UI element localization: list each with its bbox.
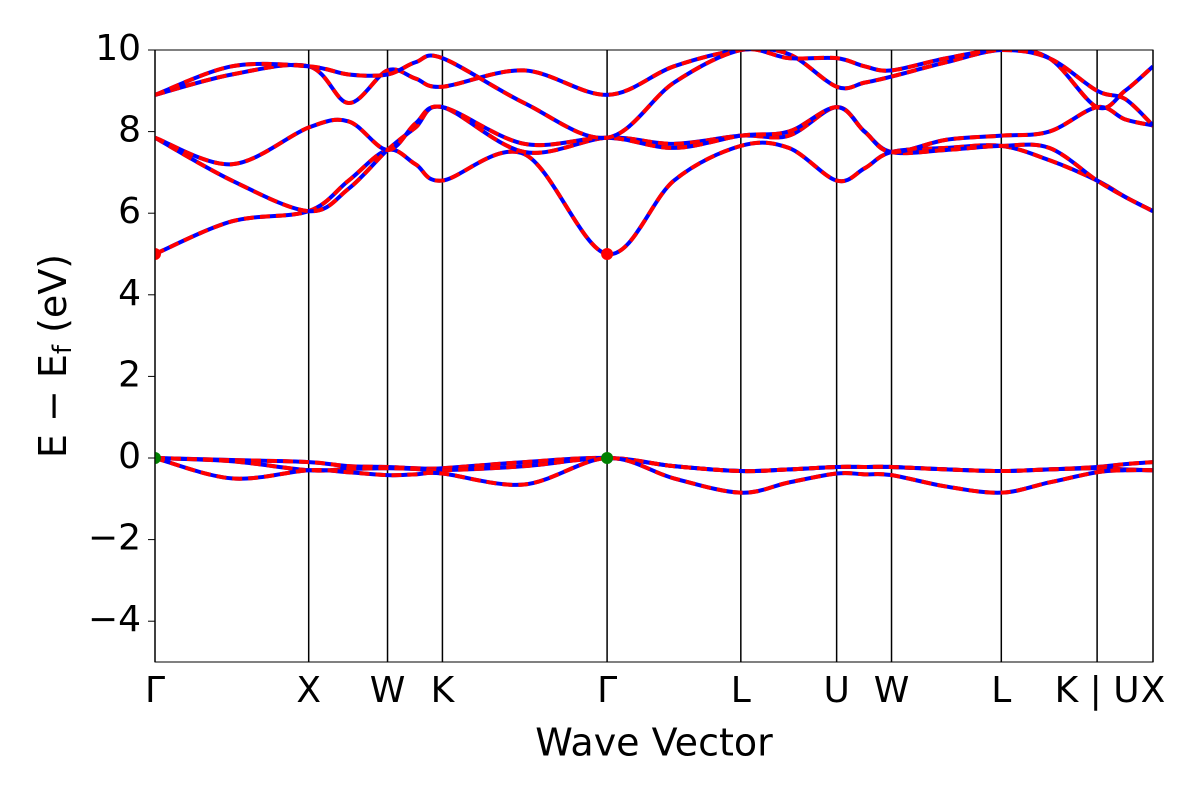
band-line-dashed: [155, 104, 1153, 167]
y-label-unit: (eV): [31, 254, 75, 345]
x-tick-label: W: [370, 670, 406, 711]
extremum-marker: [601, 248, 614, 260]
y-tick-label: −4: [88, 599, 141, 640]
band-line: [155, 140, 1153, 257]
band-line-dashed: [155, 50, 1153, 111]
y-label-sub: f: [48, 344, 78, 354]
plot-frame: [154, 49, 1154, 663]
x-tick-label: U: [823, 670, 849, 711]
x-tick-label: W: [874, 670, 910, 711]
y-axis-label: E − Ef (eV): [31, 254, 78, 458]
x-tick-label: X: [1141, 670, 1166, 711]
y-label-main: E − E: [31, 354, 75, 458]
x-tick-label: K | U: [1055, 670, 1140, 711]
x-tick-label: Γ: [597, 670, 617, 711]
extremum-marker: [601, 452, 614, 464]
bands: [155, 50, 1153, 495]
y-tick-label: 10: [95, 28, 141, 69]
x-tick-label: X: [296, 670, 321, 711]
x-tick-label: L: [991, 670, 1011, 711]
y-tick-label: 8: [118, 110, 141, 151]
x-axis-label: Wave Vector: [535, 721, 773, 765]
x-tick-label: L: [731, 670, 751, 711]
y-tick-label: 0: [118, 436, 141, 477]
extremum-marker: [155, 452, 161, 464]
extremum-marker: [155, 248, 161, 260]
x-tick-label: K: [431, 670, 456, 711]
band-line-dashed: [155, 140, 1153, 257]
band-line: [155, 50, 1153, 140]
band-line-dashed: [155, 104, 1153, 214]
band-line-dashed: [155, 455, 1153, 495]
band-line: [155, 104, 1153, 214]
x-tick-label: Γ: [145, 670, 165, 711]
band-line-dashed: [155, 455, 1153, 474]
y-tick-label: 2: [118, 354, 141, 395]
y-tick-label: −2: [88, 518, 141, 559]
band-line-dashed: [155, 50, 1153, 140]
y-tick-label: 4: [118, 273, 141, 314]
y-tick-label: 6: [118, 191, 141, 232]
